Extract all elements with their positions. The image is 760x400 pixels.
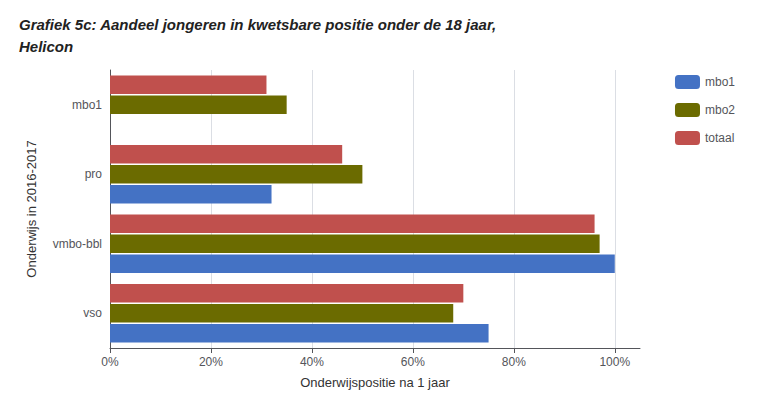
svg-text:40%: 40% [300, 355, 324, 369]
svg-text:pro: pro [85, 167, 103, 181]
svg-text:mbo1: mbo1 [72, 98, 102, 112]
svg-text:totaal: totaal [705, 131, 734, 145]
svg-text:vmbo-bbl: vmbo-bbl [53, 237, 102, 251]
svg-text:Onderwijs in 2016-2017: Onderwijs in 2016-2017 [24, 140, 39, 277]
svg-text:0%: 0% [101, 355, 119, 369]
svg-text:mbo1: mbo1 [705, 75, 735, 89]
svg-text:Grafiek 5c: Aandeel jongeren i: Grafiek 5c: Aandeel jongeren in kwetsbar… [19, 16, 496, 33]
svg-text:Onderwijspositie na 1 jaar: Onderwijspositie na 1 jaar [300, 375, 450, 390]
svg-text:100%: 100% [599, 355, 630, 369]
svg-text:20%: 20% [199, 355, 223, 369]
svg-text:mbo2: mbo2 [705, 103, 735, 117]
svg-text:80%: 80% [502, 355, 526, 369]
svg-text:60%: 60% [401, 355, 425, 369]
svg-text:Helicon: Helicon [19, 38, 73, 55]
svg-text:vso: vso [83, 306, 102, 320]
